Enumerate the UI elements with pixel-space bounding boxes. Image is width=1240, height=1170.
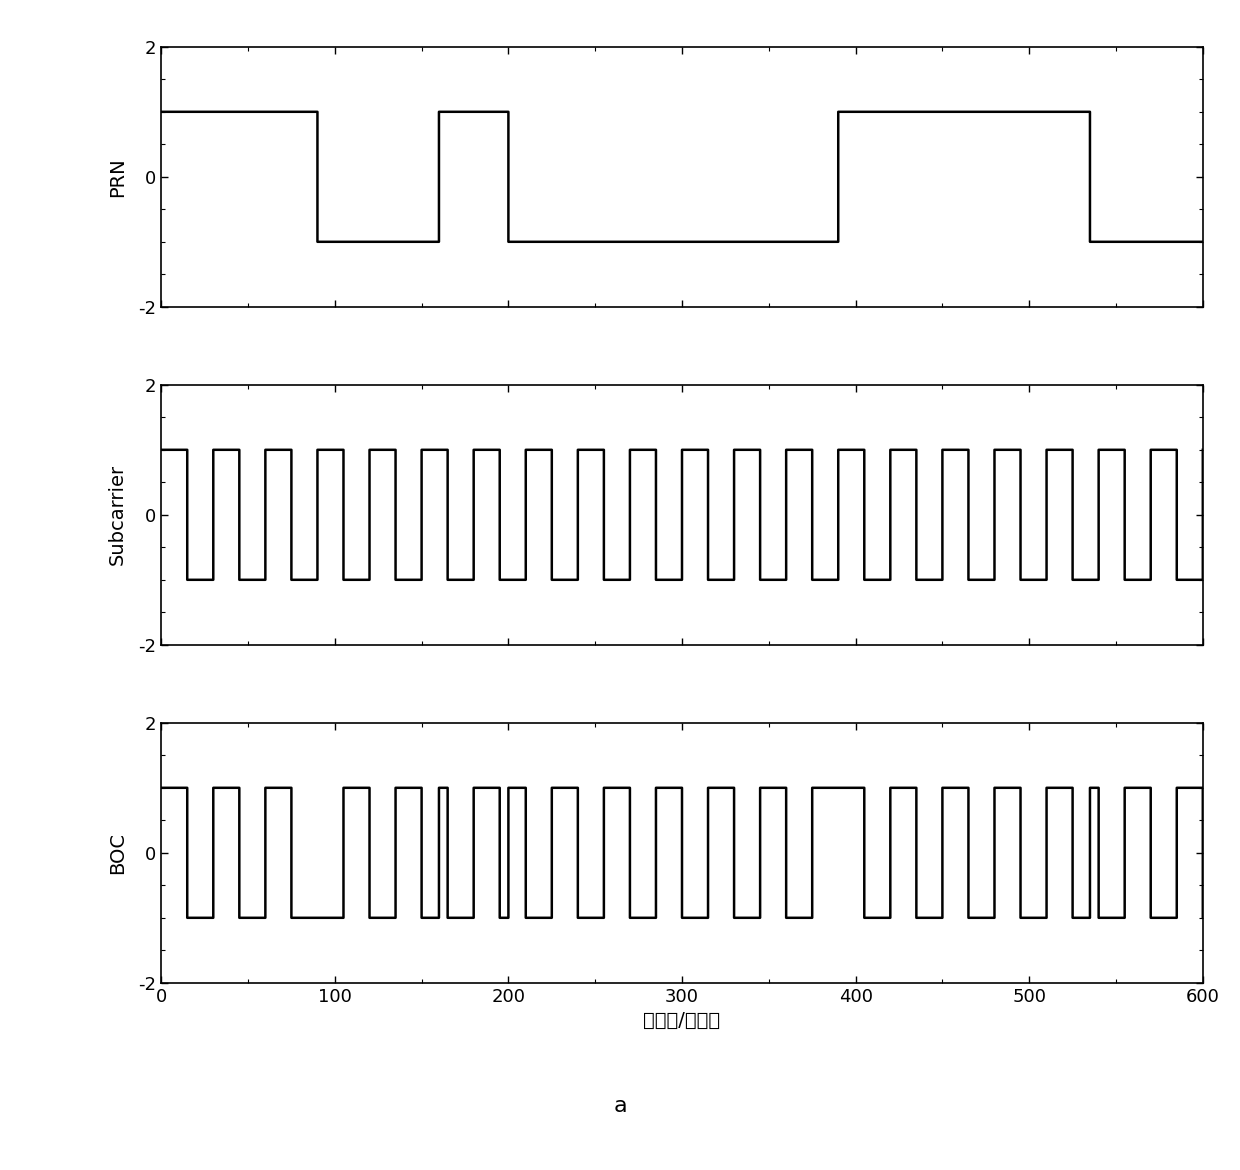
X-axis label: 码相位/采样点: 码相位/采样点 <box>644 1011 720 1031</box>
Y-axis label: Subcarrier: Subcarrier <box>108 464 128 565</box>
Text: a: a <box>614 1095 626 1116</box>
Y-axis label: PRN: PRN <box>108 157 128 197</box>
Y-axis label: BOC: BOC <box>108 832 128 874</box>
